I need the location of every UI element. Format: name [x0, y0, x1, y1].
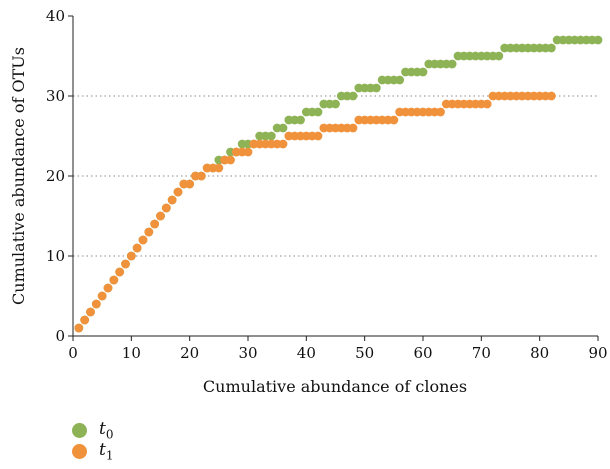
data-point-t1 — [436, 107, 445, 117]
data-point-t1 — [103, 283, 113, 293]
data-point-t1 — [132, 243, 142, 253]
legend-item-t1[interactable]: t1 — [72, 440, 114, 463]
data-point-t1 — [196, 171, 206, 181]
x-tick-label: 10 — [122, 344, 141, 362]
data-point-t1 — [86, 307, 95, 317]
data-point-t1 — [115, 267, 125, 277]
data-point-t1 — [167, 195, 177, 205]
y-tick-label: 0 — [55, 327, 65, 345]
x-tick-label: 0 — [68, 344, 78, 362]
x-tick-label: 70 — [472, 344, 491, 362]
legend-swatch-t0 — [72, 423, 87, 438]
data-point-t1 — [348, 123, 358, 133]
x-tick-label: 80 — [530, 344, 549, 362]
data-point-t0 — [278, 123, 288, 133]
legend: t0 t1 — [72, 419, 114, 463]
data-point-t1 — [243, 147, 253, 157]
y-tick-label: 30 — [46, 87, 65, 105]
x-axis-label: Cumulative abundance of clones — [203, 377, 467, 396]
data-point-t1 — [156, 211, 165, 221]
data-point-t0 — [296, 115, 305, 125]
data-point-t0 — [395, 75, 405, 85]
data-point-t1 — [389, 115, 399, 125]
x-tick-label: 60 — [413, 344, 432, 362]
data-point-t0 — [418, 67, 428, 77]
data-point-t1 — [121, 259, 130, 269]
legend-label-t0: t0 — [99, 419, 114, 442]
data-point-t0 — [447, 59, 457, 69]
chart-area: 0 10 20 30 40 50 60 70 80 90 0 10 20 30 40 Cumulative … — [9, 7, 608, 396]
data-point-t1 — [226, 155, 235, 165]
data-point-t0 — [313, 107, 323, 117]
x-tick-label: 20 — [180, 344, 199, 362]
series-layer — [74, 35, 603, 333]
data-point-t1 — [185, 179, 195, 189]
data-point-t1 — [278, 139, 288, 149]
data-point-t0 — [266, 131, 276, 141]
y-axis-label: Cumulative abundance of OTUs — [9, 47, 28, 305]
data-point-t1 — [138, 235, 148, 245]
x-tick-label: 90 — [588, 344, 607, 362]
data-point-t1 — [313, 131, 323, 141]
data-point-t1 — [126, 251, 136, 261]
x-tick-label: 30 — [238, 344, 257, 362]
data-point-t0 — [546, 43, 556, 53]
data-point-t0 — [331, 99, 340, 109]
legend-swatch-t1 — [72, 444, 87, 459]
data-point-t1 — [150, 219, 160, 229]
data-point-t1 — [144, 227, 154, 237]
data-point-t1 — [482, 99, 492, 109]
y-tick-label: 20 — [46, 167, 65, 185]
legend-label-t1: t1 — [99, 440, 114, 463]
data-point-t1 — [173, 187, 183, 197]
data-point-t1 — [214, 163, 224, 173]
series-t0 — [74, 35, 603, 333]
series-t1 — [74, 91, 556, 333]
y-tick-label: 40 — [46, 7, 65, 25]
data-point-t1 — [80, 315, 90, 325]
data-point-t1 — [74, 323, 84, 333]
y-tick-label: 10 — [46, 247, 65, 265]
data-point-t1 — [161, 203, 171, 213]
data-point-t0 — [348, 91, 358, 101]
x-tick-label: 40 — [297, 344, 316, 362]
data-point-t0 — [494, 51, 504, 61]
data-point-t1 — [97, 291, 107, 301]
x-tick-label: 50 — [355, 344, 374, 362]
data-point-t1 — [91, 299, 101, 309]
data-point-t1 — [109, 275, 119, 285]
legend-item-t0[interactable]: t0 — [72, 419, 114, 442]
data-point-t0 — [371, 83, 381, 93]
data-point-t0 — [593, 35, 603, 45]
data-point-t1 — [546, 91, 556, 101]
ticks: 0 10 20 30 40 50 60 70 80 90 0 10 20 30 40 — [46, 7, 608, 362]
